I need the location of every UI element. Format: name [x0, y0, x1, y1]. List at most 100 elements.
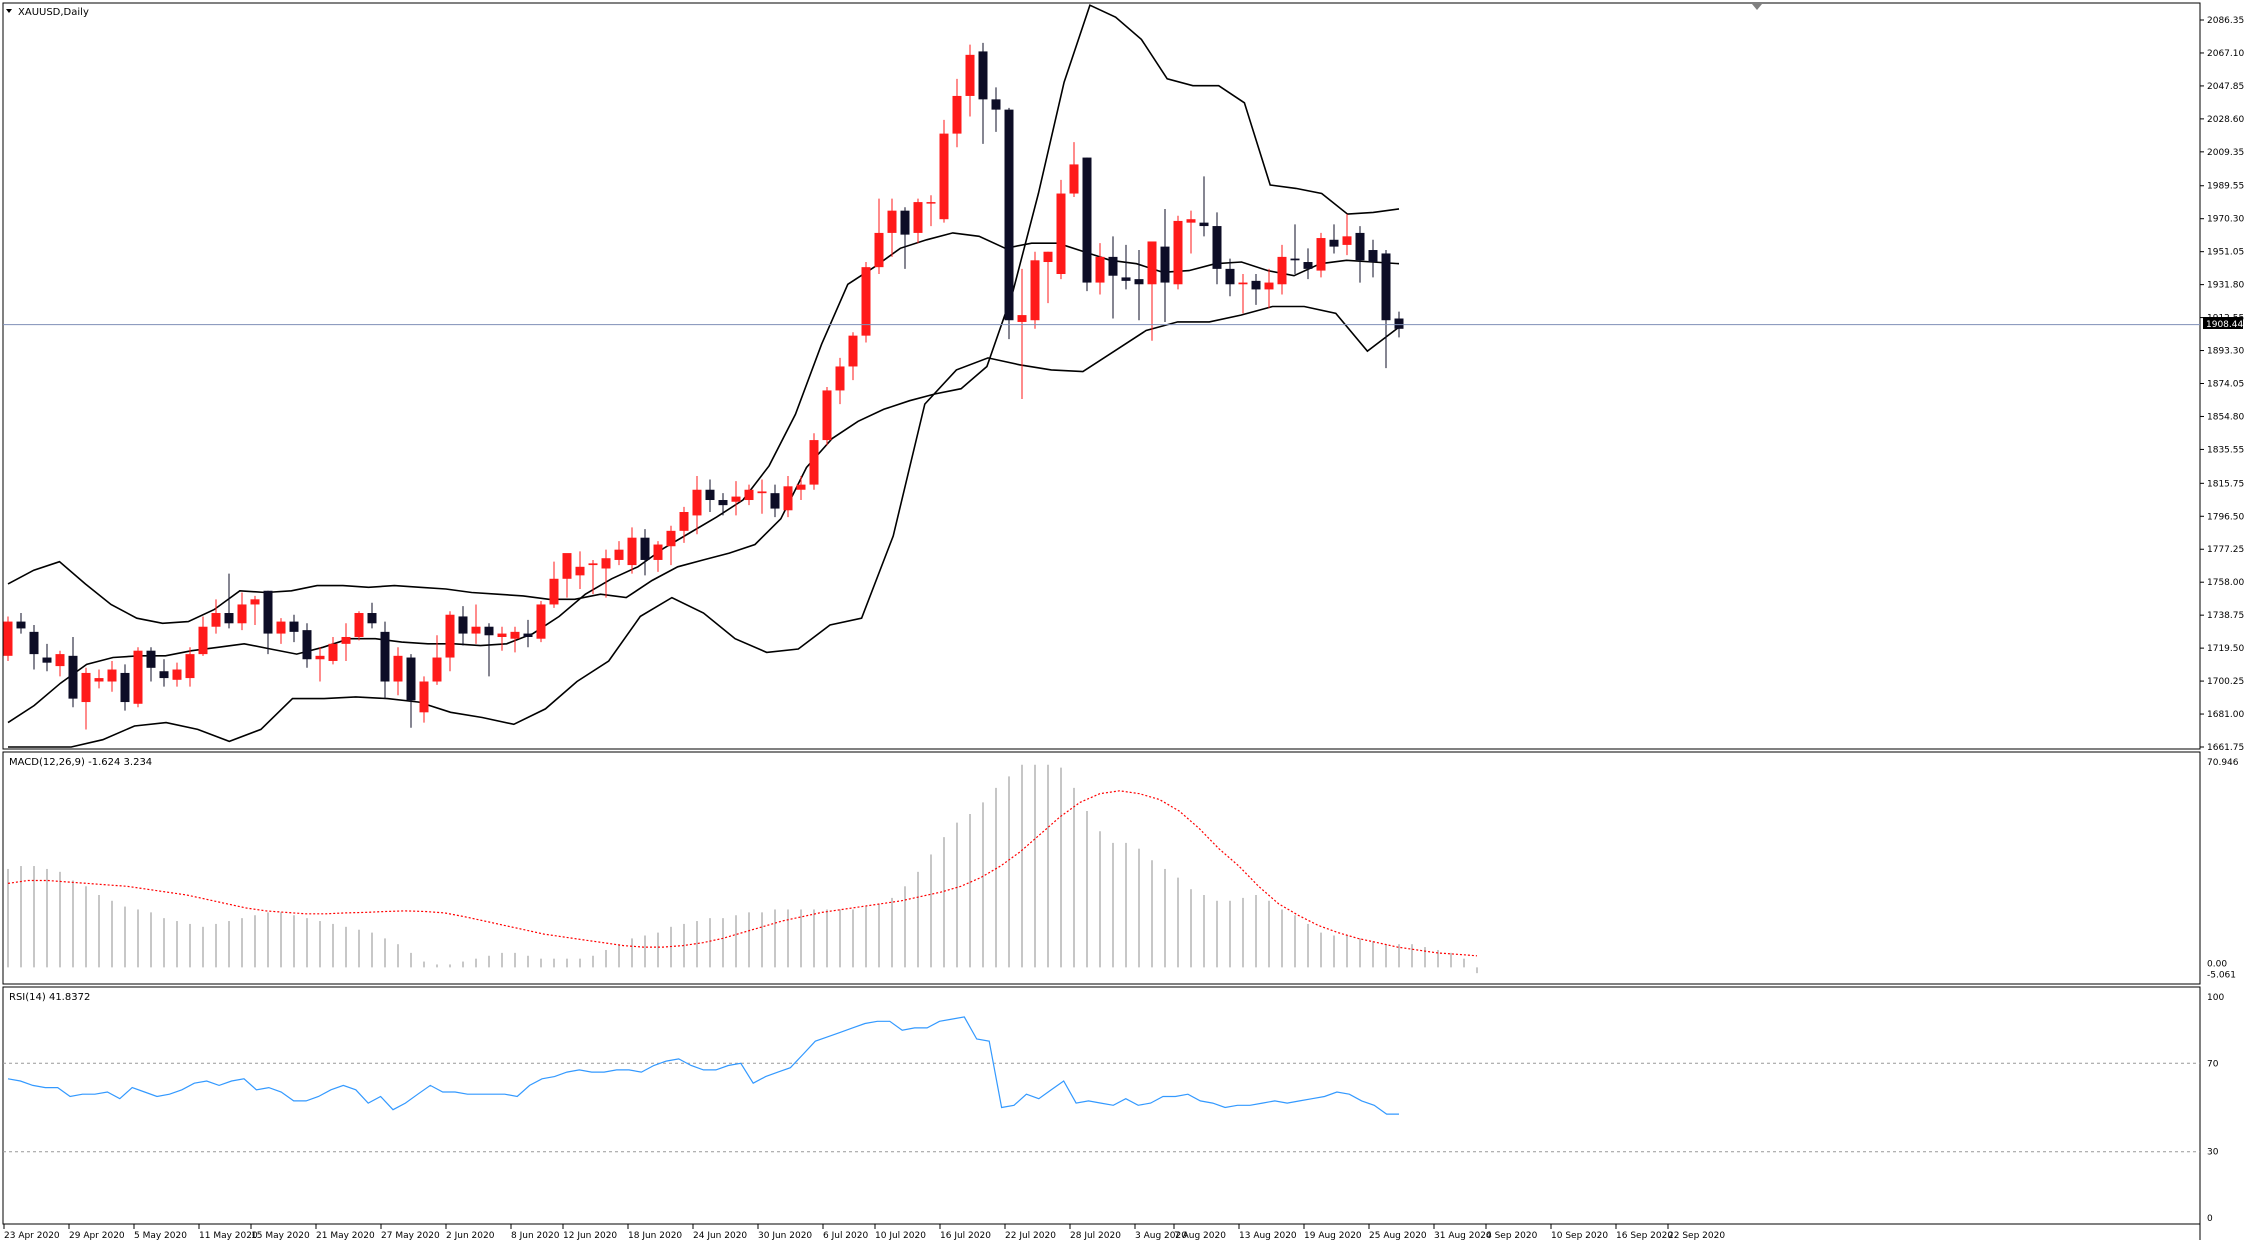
time-tick-label: 22 Jul 2020 [1005, 1231, 1056, 1241]
time-tick-label: 25 Aug 2020 [1369, 1231, 1427, 1241]
macd-label: MACD(12,26,9) -1.624 3.234 [9, 757, 152, 768]
price-tick-label: 1796.50 [2207, 512, 2244, 522]
candle-body-bullish [601, 558, 611, 569]
time-tick-label: 4 Sep 2020 [1486, 1231, 1538, 1241]
symbol-title: XAUUSD,Daily [18, 7, 89, 18]
candle-body-bullish [133, 650, 143, 704]
rsi-line [7, 1016, 1399, 1115]
price-tick-label: 1854.80 [2207, 412, 2244, 422]
candle-body-bearish [224, 613, 234, 624]
candle-body-bearish [1082, 157, 1092, 283]
price-tick-label: 1893.30 [2207, 347, 2244, 357]
candle-body-bearish [1108, 256, 1118, 276]
price-tick-label: 1777.25 [2207, 545, 2244, 555]
candle-body-bearish [1004, 109, 1014, 321]
candle-body-bullish [926, 202, 936, 204]
bollinger-upper-line [7, 4, 1400, 625]
candlesticks [3, 42, 1404, 730]
candle-body-bullish [1056, 193, 1066, 275]
time-tick-label: 7 Aug 2020 [1174, 1231, 1226, 1241]
price-tick-label: 1835.55 [2207, 445, 2244, 455]
candle-body-bullish [107, 669, 117, 682]
candle-body-bullish [328, 643, 338, 661]
macd-tick-label: -5.061 [2207, 970, 2236, 980]
rsi-axis: 100 70 30 0 [2207, 993, 2224, 1224]
candle-body-bullish [211, 613, 221, 627]
candle-body-bullish [250, 599, 260, 605]
candle-body-bullish [198, 626, 208, 655]
rsi-tick-label: 100 [2207, 993, 2224, 1003]
rsi-indicator [3, 1016, 2200, 1153]
candle-body-bullish [575, 566, 585, 576]
candle-body-bullish [172, 669, 182, 680]
candle-body-bearish [1355, 232, 1365, 261]
macd-tick-label: 0.00 [2207, 959, 2227, 969]
candle-body-bullish [1238, 282, 1248, 285]
candle-body-bearish [406, 657, 416, 701]
time-tick-label: 13 Aug 2020 [1239, 1231, 1297, 1241]
candle-body-bearish [523, 633, 533, 637]
time-tick-label: 27 May 2020 [381, 1231, 440, 1241]
candle-body-bearish [458, 616, 468, 634]
price-tick-label: 2047.85 [2207, 82, 2244, 92]
candle-body-bullish [276, 621, 286, 634]
candle-body-bearish [1199, 222, 1209, 227]
candle-body-bullish [627, 537, 637, 566]
candle-body-bullish [510, 631, 520, 639]
time-tick-label: 2 Jun 2020 [446, 1231, 495, 1241]
candle-body-bearish [1290, 258, 1300, 261]
candle-body-bearish [1134, 279, 1144, 285]
macd-indicator [7, 764, 1478, 974]
candle-body-bullish [1173, 220, 1183, 285]
rsi-tick-label: 70 [2207, 1059, 2219, 1069]
time-tick-label: 19 Aug 2020 [1304, 1231, 1362, 1241]
candle-body-bullish [536, 604, 546, 639]
candle-body-bearish [1225, 268, 1235, 285]
candle-body-bullish [445, 614, 455, 658]
time-tick-label: 5 May 2020 [134, 1231, 187, 1241]
candle-body-bullish [432, 657, 442, 682]
rsi-panel-frame[interactable] [2, 986, 2201, 1225]
candle-body-bullish [731, 496, 741, 502]
candle-body-bearish [29, 631, 39, 655]
chart-shift-marker-icon[interactable] [1752, 4, 1762, 10]
candle-body-bearish [146, 650, 156, 668]
chart-menu-arrow-icon[interactable] [6, 9, 12, 13]
candle-body-bullish [666, 530, 676, 547]
candle-body-bullish [315, 655, 325, 660]
macd-panel-frame[interactable] [2, 751, 2201, 985]
time-axis: 23 Apr 2020 29 Apr 2020 5 May 2020 11 May 2… [3, 1224, 1725, 1241]
candle-body-bearish [770, 493, 780, 509]
time-tick-label: 30 Jun 2020 [758, 1231, 812, 1241]
price-tick-label: 1681.00 [2207, 710, 2244, 720]
time-tick-label: 22 Sep 2020 [1668, 1231, 1725, 1241]
candle-body-bearish [68, 655, 78, 699]
price-tick-label: 1700.25 [2207, 677, 2244, 687]
price-tick-label: 2067.10 [2207, 49, 2244, 59]
candle-body-bullish [549, 578, 559, 605]
price-panel-frame[interactable] [2, 2, 2201, 750]
candle-body-bullish [562, 553, 572, 579]
candle-body-bullish [588, 563, 598, 566]
macd-signal-line [7, 790, 1478, 957]
macd-axis: 70.946 0.00-5.061 [2207, 758, 2239, 980]
candle-body-bullish [887, 210, 897, 233]
time-tick-label: 16 Sep 2020 [1616, 1231, 1673, 1241]
time-tick-label: 6 Jul 2020 [823, 1231, 868, 1241]
candle-body-bullish [822, 390, 832, 441]
time-tick-label: 28 Jul 2020 [1070, 1231, 1121, 1241]
candle-body-bullish [939, 133, 949, 220]
price-tick-label: 1874.05 [2207, 380, 2244, 390]
price-tick-label: 2086.35 [2207, 16, 2244, 26]
time-tick-label: 11 May 2020 [199, 1231, 258, 1241]
price-tick-label: 1719.50 [2207, 644, 2244, 654]
candle-body-bearish [640, 537, 650, 560]
candle-body-bullish [419, 681, 429, 713]
candle-body-bullish [341, 636, 351, 644]
candle-body-bearish [16, 621, 26, 629]
candle-body-bearish [263, 590, 273, 634]
candle-body-bullish [393, 655, 403, 682]
price-tick-label: 1815.75 [2207, 479, 2244, 489]
